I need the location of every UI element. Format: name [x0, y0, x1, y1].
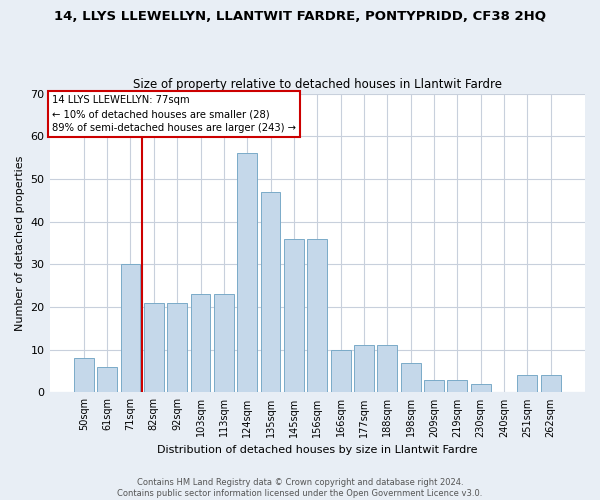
- Bar: [424, 380, 444, 392]
- Bar: [284, 238, 304, 392]
- Bar: [191, 294, 211, 392]
- Title: Size of property relative to detached houses in Llantwit Fardre: Size of property relative to detached ho…: [133, 78, 502, 91]
- Text: 14 LLYS LLEWELLYN: 77sqm
← 10% of detached houses are smaller (28)
89% of semi-d: 14 LLYS LLEWELLYN: 77sqm ← 10% of detach…: [52, 95, 296, 133]
- Bar: [121, 264, 140, 392]
- X-axis label: Distribution of detached houses by size in Llantwit Fardre: Distribution of detached houses by size …: [157, 445, 478, 455]
- Bar: [97, 367, 117, 392]
- Bar: [448, 380, 467, 392]
- Bar: [517, 376, 538, 392]
- Bar: [238, 154, 257, 392]
- Bar: [401, 362, 421, 392]
- Bar: [471, 384, 491, 392]
- Bar: [377, 346, 397, 393]
- Bar: [354, 346, 374, 393]
- Bar: [167, 303, 187, 392]
- Text: 14, LLYS LLEWELLYN, LLANTWIT FARDRE, PONTYPRIDD, CF38 2HQ: 14, LLYS LLEWELLYN, LLANTWIT FARDRE, PON…: [54, 10, 546, 23]
- Bar: [541, 376, 560, 392]
- Bar: [307, 238, 327, 392]
- Bar: [260, 192, 280, 392]
- Bar: [74, 358, 94, 392]
- Y-axis label: Number of detached properties: Number of detached properties: [15, 156, 25, 330]
- Text: Contains HM Land Registry data © Crown copyright and database right 2024.
Contai: Contains HM Land Registry data © Crown c…: [118, 478, 482, 498]
- Bar: [331, 350, 350, 393]
- Bar: [214, 294, 234, 392]
- Bar: [144, 303, 164, 392]
